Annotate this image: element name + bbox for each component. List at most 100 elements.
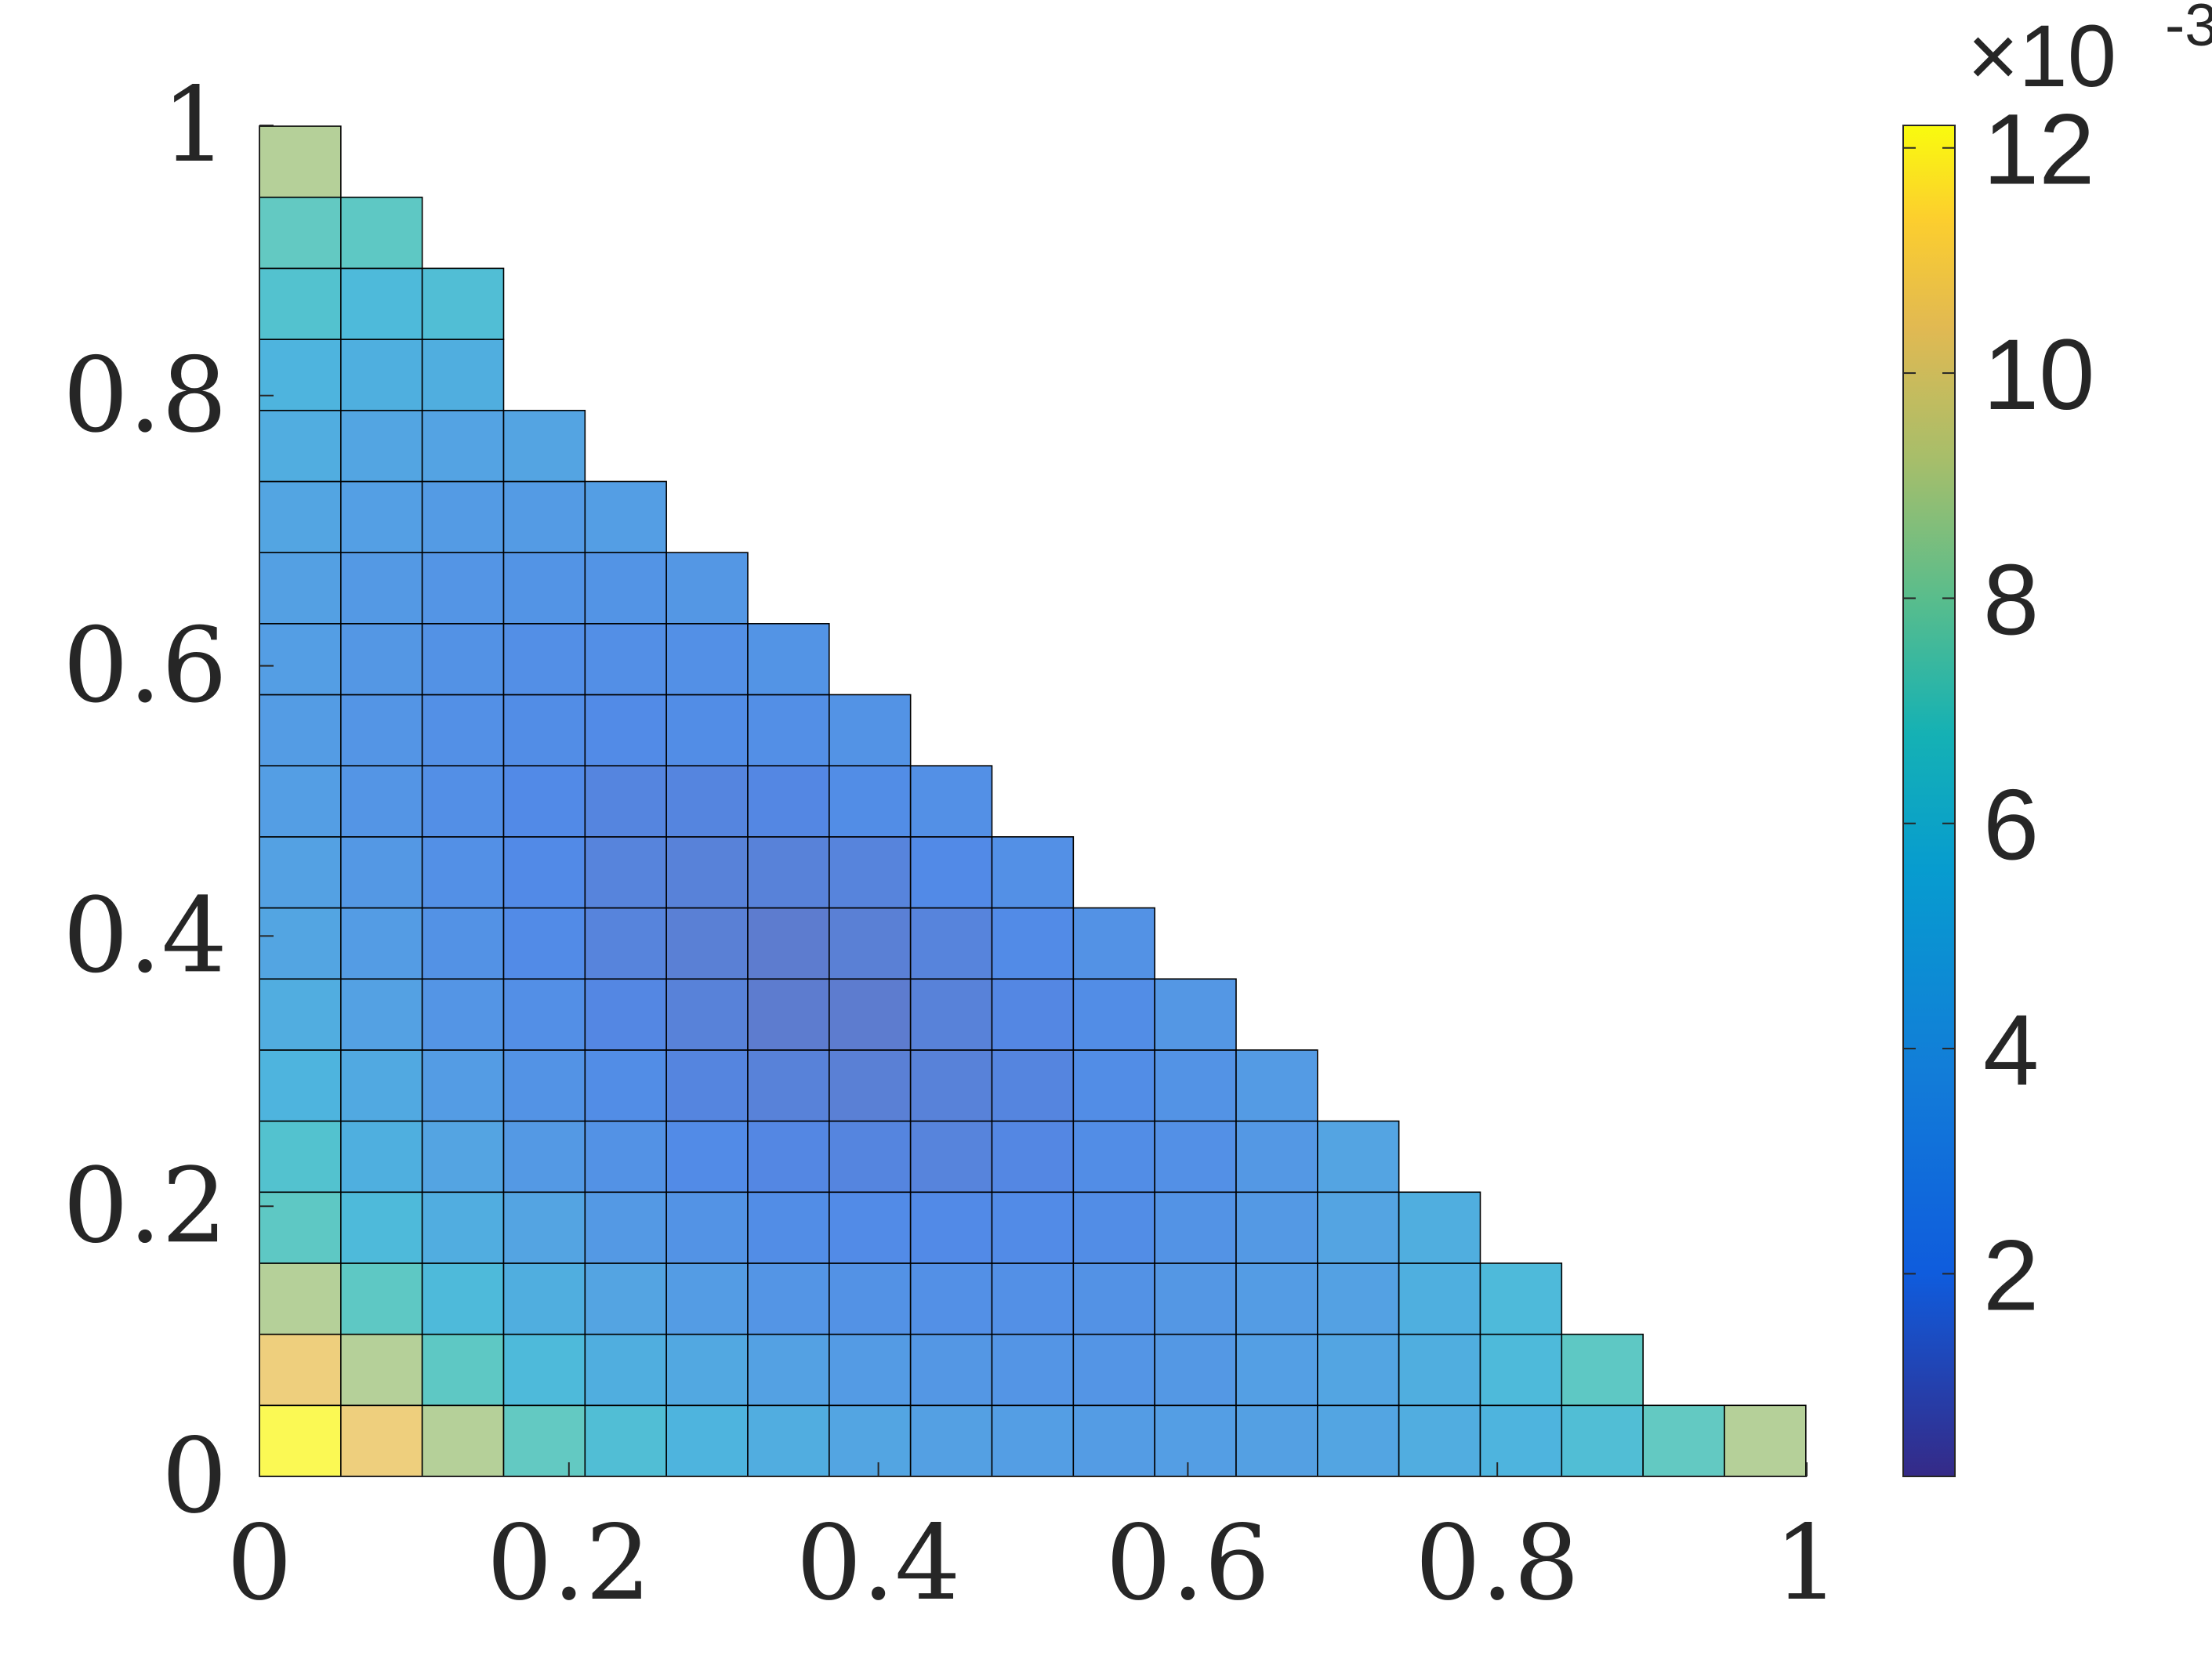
heatmap-cell [502,1333,586,1407]
heatmap-cell [1154,1404,1237,1477]
heatmap-cell [1398,1333,1481,1407]
heatmap-cell [829,978,912,1051]
heatmap-cell [259,125,342,198]
heatmap-cell [421,694,505,766]
heatmap-cell [259,339,342,411]
heatmap-cell [340,765,423,838]
heatmap-cell [584,1333,667,1407]
y-tick-label: 1 [161,65,227,186]
y-tick-label: 0.6 [63,606,227,726]
heatmap-cell [665,978,749,1051]
heatmap-cell [1561,1333,1644,1407]
heatmap-cell [421,1191,505,1264]
y-axis-ticks: 0 0.2 0.4 0.6 0.8 1 [63,65,274,1537]
heatmap-cell [421,1333,505,1407]
heatmap-cell [584,552,667,625]
heatmap-cell [502,907,586,980]
heatmap-cell [502,623,586,696]
colorbar-exponent-label: ×10 [1967,7,2116,105]
y-tick-label: 0.4 [63,875,227,996]
heatmap-cell [665,1404,749,1477]
colorbar-tick-label: 10 [1983,319,2094,431]
heatmap-cell [665,1333,749,1407]
heatmap-cell [1398,1191,1481,1264]
heatmap-cell [829,1191,912,1264]
heatmap-cell [1398,1262,1481,1335]
heatmap-cell [829,836,912,909]
heatmap-cell [1072,1333,1155,1407]
heatmap-cell [991,1333,1075,1407]
heatmap-cell [909,978,993,1051]
heatmap-cell [340,1262,423,1335]
y-tick-label: 0 [161,1416,227,1537]
heatmap-cell [747,978,830,1051]
colorbar-tick-label: 6 [1983,770,2039,882]
heatmap-cell [340,480,423,553]
heatmap-cell [829,1404,912,1477]
heatmap-cell [909,1049,993,1122]
x-tick-label: 0.2 [487,1503,651,1624]
heatmap-cell [1724,1404,1807,1477]
heatmap-cell [747,1404,830,1477]
heatmap-cell [665,1262,749,1335]
heatmap-cell [991,1049,1075,1122]
heatmap-cell [502,409,586,483]
heatmap-cell [584,1262,667,1335]
heatmap-cell [1154,1049,1237,1122]
heatmap-cell [259,552,342,625]
heatmap-cell [1072,907,1155,980]
heatmap-cell [991,907,1075,980]
heatmap-cell [421,267,505,340]
heatmap-cell [259,1120,342,1194]
heatmap-cell [1235,1262,1318,1335]
heatmap-cell [1642,1404,1725,1477]
heatmap-cell [829,694,912,766]
heatmap-cells [259,125,1807,1477]
heatmap-cell [747,694,830,766]
heatmap-cell [421,978,505,1051]
heatmap-cell [829,765,912,838]
heatmap-cell [502,978,586,1051]
heatmap-cell [747,623,830,696]
heatmap-cell [502,765,586,838]
heatmap-cell [665,765,749,838]
x-tick-label: 0.8 [1415,1503,1579,1624]
heatmap-cell [909,1404,993,1477]
heatmap-cell [502,480,586,553]
heatmap-cell [259,267,342,340]
heatmap-cell [747,907,830,980]
heatmap-cell [421,623,505,696]
heatmap-cell [340,978,423,1051]
heatmap-cell [584,480,667,553]
heatmap-cell [909,1333,993,1407]
heatmap-cell [1154,1120,1237,1194]
heatmap-cell [1479,1333,1563,1407]
heatmap-cell [340,409,423,483]
heatmap-cell [584,765,667,838]
heatmap-cell [421,836,505,909]
plot-axes [259,125,1807,1477]
heatmap-cell [421,1049,505,1122]
heatmap-cell [259,623,342,696]
heatmap-cell [1317,1191,1400,1264]
heatmap-cell [747,1120,830,1194]
heatmap-cell [340,907,423,980]
heatmap-cell [421,480,505,553]
heatmap-cell [991,1404,1075,1477]
heatmap-cell [747,1049,830,1122]
x-axis-ticks: 0 0.2 0.4 0.6 0.8 1 [227,1462,1840,1624]
heatmap-cell [340,339,423,411]
heatmap-cell [421,552,505,625]
heatmap-cell [1072,1120,1155,1194]
colorbar-exponent-power: -3 [2165,0,2212,59]
heatmap-cell [909,1262,993,1335]
heatmap-cell [340,267,423,340]
heatmap-cell [1235,1120,1318,1194]
heatmap-cell [259,765,342,838]
heatmap-cell [421,1120,505,1194]
heatmap-cell [1072,1404,1155,1477]
heatmap-cell [259,694,342,766]
heatmap-cell [259,836,342,909]
heatmap-cell [747,1333,830,1407]
